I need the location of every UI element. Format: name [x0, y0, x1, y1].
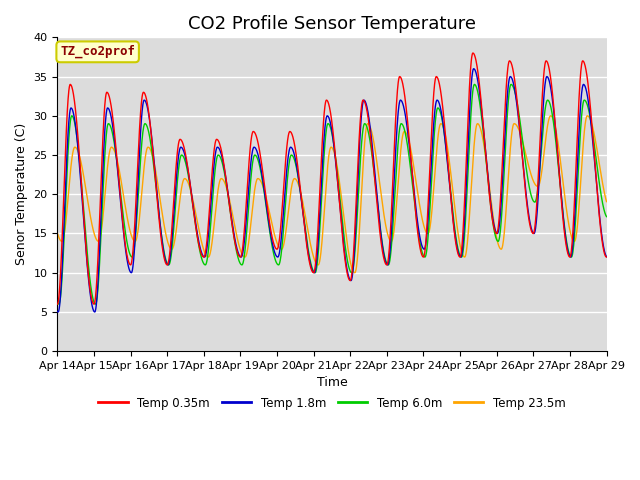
Y-axis label: Senor Temperature (C): Senor Temperature (C) — [15, 123, 28, 265]
Legend: Temp 0.35m, Temp 1.8m, Temp 6.0m, Temp 23.5m: Temp 0.35m, Temp 1.8m, Temp 6.0m, Temp 2… — [93, 392, 570, 414]
Text: TZ_co2prof: TZ_co2prof — [60, 45, 135, 59]
X-axis label: Time: Time — [317, 376, 348, 389]
Title: CO2 Profile Sensor Temperature: CO2 Profile Sensor Temperature — [188, 15, 476, 33]
